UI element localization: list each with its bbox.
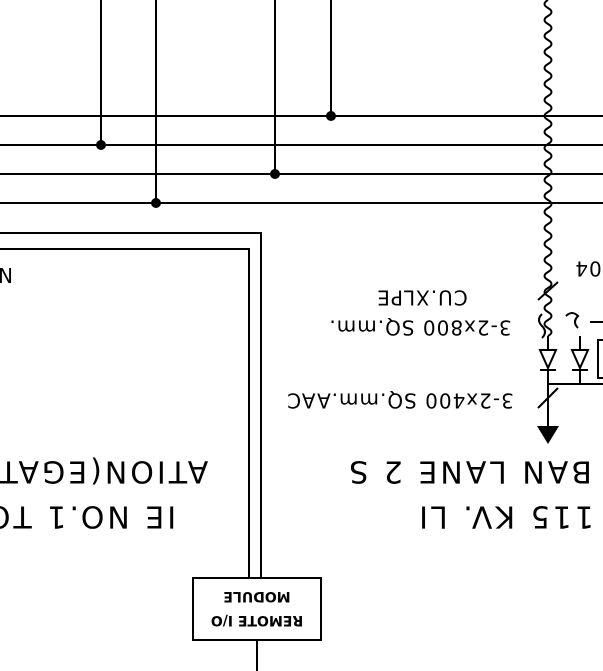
junction-dot [151,198,161,208]
coil-symbols [538,312,603,379]
cable2-size-label: 3-2x400 SQ.mm.AAC [286,389,514,413]
triangle-icon [570,349,590,371]
module-line2: REMOTE I/O [211,612,303,628]
top-right-partial-label: 04 [574,257,601,281]
cable1-type-label: CU.XLPE [376,286,468,310]
terminal-triangles [538,336,590,371]
left-title-line1: ATION(EGAT) [0,454,208,489]
junction-dots [96,111,336,208]
left-title-line2: IE NO.1 TO [0,499,176,534]
left-partial-label: N [0,263,13,287]
triangle-icon [538,349,558,371]
bus-bars [0,115,603,204]
feeder [537,370,603,444]
wavy-cable [543,0,553,337]
downward-arrow-icon [537,426,559,444]
right-title-line2: 115 KV. LI [416,499,594,534]
remote-io-module-box [192,577,322,641]
junction-dot [96,140,106,150]
bus-taps [100,0,332,203]
junction-dot [326,111,336,121]
module-line1: MODULE [223,588,290,604]
panel-outline [0,232,262,671]
equipment-box [597,339,603,379]
junction-dot [270,169,280,179]
right-title-line1: BAN LANE 2 S [346,454,592,489]
cable1-size-label: 3-2x800 SQ.mm. [328,316,511,340]
